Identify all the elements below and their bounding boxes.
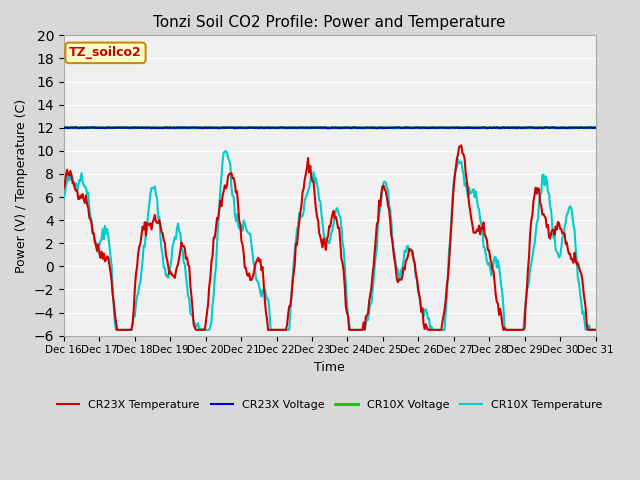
CR10X Voltage (60, 125, 68, 131)
CR10X Temperature (545, 191, 553, 197)
CR23X Temperature (60, 185, 68, 191)
CR23X Voltage (287, 125, 294, 131)
Line: CR10X Temperature: CR10X Temperature (64, 151, 596, 330)
CR23X Voltage (592, 125, 600, 131)
Title: Tonzi Soil CO2 Profile: Power and Temperature: Tonzi Soil CO2 Profile: Power and Temper… (154, 15, 506, 30)
CR23X Temperature (285, 303, 293, 309)
CR10X Temperature (228, 185, 236, 191)
CR10X Voltage (564, 125, 572, 131)
CR10X Voltage (544, 125, 552, 131)
CR23X Voltage (360, 125, 367, 131)
CR23X Voltage (453, 125, 461, 131)
CR10X Temperature (60, 195, 68, 201)
CR23X Voltage (89, 124, 97, 130)
CR10X Temperature (112, 327, 120, 333)
Y-axis label: Power (V) / Temperature (C): Power (V) / Temperature (C) (15, 98, 28, 273)
CR23X Voltage (60, 125, 68, 131)
CR23X Temperature (452, 166, 460, 172)
X-axis label: Time: Time (314, 361, 345, 374)
Legend: CR23X Temperature, CR23X Voltage, CR10X Voltage, CR10X Temperature: CR23X Temperature, CR23X Voltage, CR10X … (52, 395, 607, 414)
CR23X Voltage (231, 126, 239, 132)
Line: CR23X Voltage: CR23X Voltage (64, 127, 596, 129)
CR23X Temperature (384, 203, 392, 209)
CR23X Temperature (545, 234, 553, 240)
CR23X Temperature (358, 327, 366, 333)
CR10X Temperature (222, 148, 230, 154)
CR10X Voltage (452, 125, 460, 131)
CR23X Voltage (545, 125, 553, 131)
CR10X Temperature (385, 202, 393, 208)
Line: CR23X Temperature: CR23X Temperature (64, 145, 596, 330)
CR10X Voltage (358, 125, 366, 131)
CR10X Temperature (287, 310, 294, 315)
CR10X Voltage (285, 125, 293, 131)
Text: TZ_soilco2: TZ_soilco2 (69, 47, 142, 60)
CR23X Temperature (113, 327, 121, 333)
CR23X Voltage (227, 125, 234, 131)
CR10X Voltage (157, 125, 165, 131)
CR10X Voltage (384, 125, 392, 131)
CR10X Temperature (453, 164, 461, 170)
CR10X Voltage (227, 125, 234, 131)
CR23X Temperature (227, 170, 234, 176)
CR10X Temperature (360, 327, 367, 333)
CR23X Temperature (458, 143, 465, 148)
CR23X Voltage (385, 125, 393, 131)
CR10X Voltage (592, 125, 600, 131)
CR23X Temperature (592, 327, 600, 333)
CR10X Temperature (592, 327, 600, 333)
